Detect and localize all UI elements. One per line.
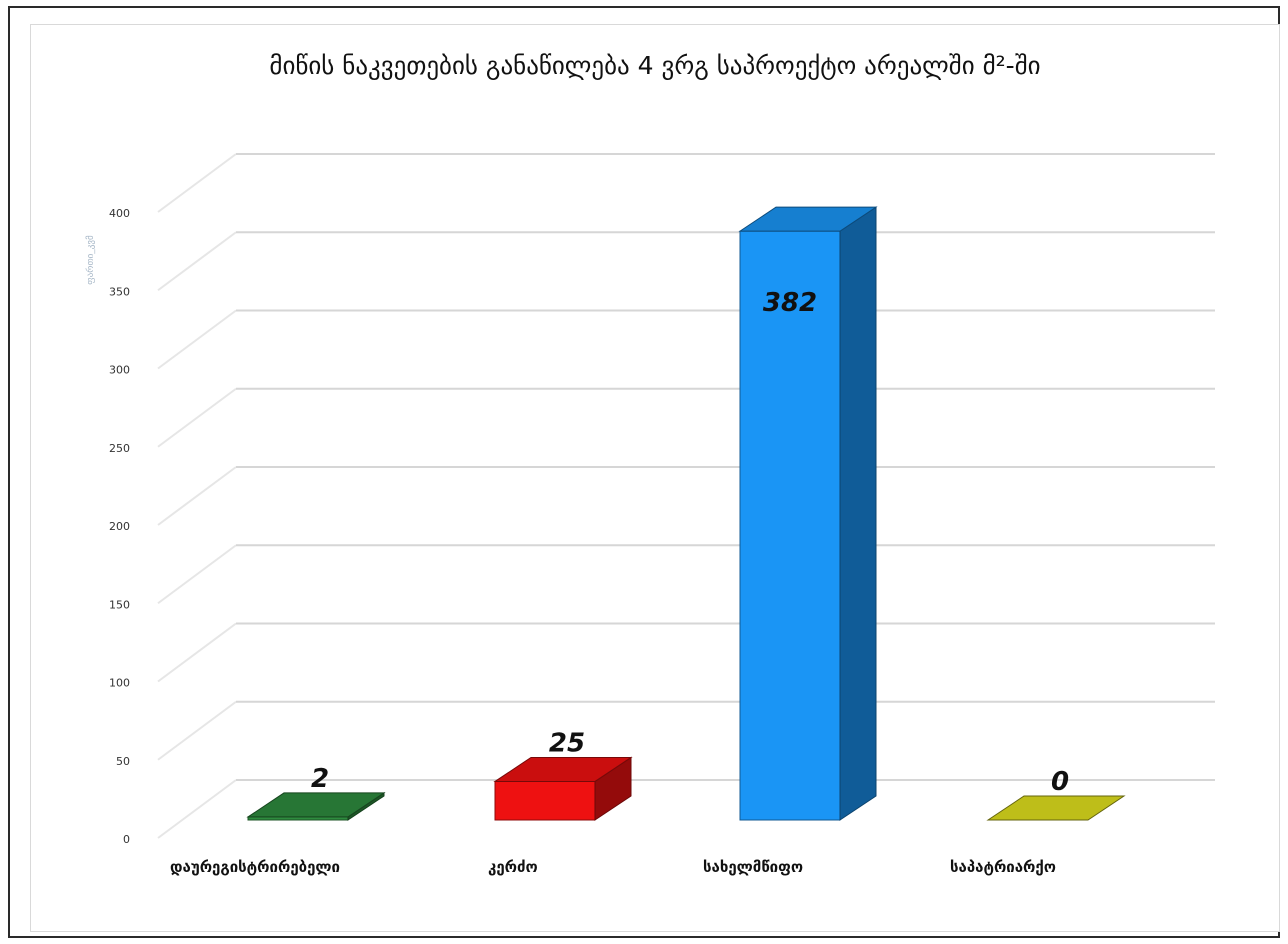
bar-top [986,795,1126,821]
category-label: საპატრიარქო [950,858,1056,876]
y-tick-label: 200 [109,520,130,533]
bar-side [839,206,877,821]
bar-front [494,780,596,821]
grid-side-line [157,309,237,370]
category-label: სახელმწიფო [703,858,803,876]
data-label: 382 [763,288,817,318]
y-tick-label: 400 [109,207,130,220]
y-axis-label: ფართი_კვმ [85,235,96,285]
chart-title: მიწის ნაკვეთების განაწილება 4 ვრგ საპროე… [269,51,1040,80]
y-tick-label: 50 [116,755,130,768]
bar-top [246,792,386,818]
grid-layer [157,153,1215,839]
bar-top [493,756,633,782]
grid-side-line [157,622,237,683]
grid-side-line [157,544,237,605]
bar-front [739,230,841,821]
category-label: დაურეგისტრირებელი [170,858,340,876]
y-tick-layer: 0 50 100 150 200 250 300 350 400 [109,207,130,846]
data-label: 25 [549,728,585,758]
y-tick-label: 0 [123,833,130,846]
bar-layer [246,206,1126,821]
y-tick-label: 350 [109,285,130,298]
y-tick-label: 300 [109,364,130,377]
grid-side-line [157,700,237,761]
grid-side-line [157,231,237,292]
y-tick-label: 150 [109,598,130,611]
data-label: 2 [311,764,329,794]
label-layer: 2 დაურეგისტრირებელი 25 კერძო 382 სახელმწიფო 0 ს… [170,288,1069,876]
grid-side-line [157,779,237,839]
category-label: კერძო [488,858,538,876]
grid-side-line [157,153,237,213]
data-label: 0 [1051,767,1069,797]
grid-side-line [157,387,237,448]
y-tick-label: 100 [109,677,130,690]
grid-side-line [157,466,237,526]
bar-top [738,206,878,232]
y-tick-label: 250 [109,442,130,455]
